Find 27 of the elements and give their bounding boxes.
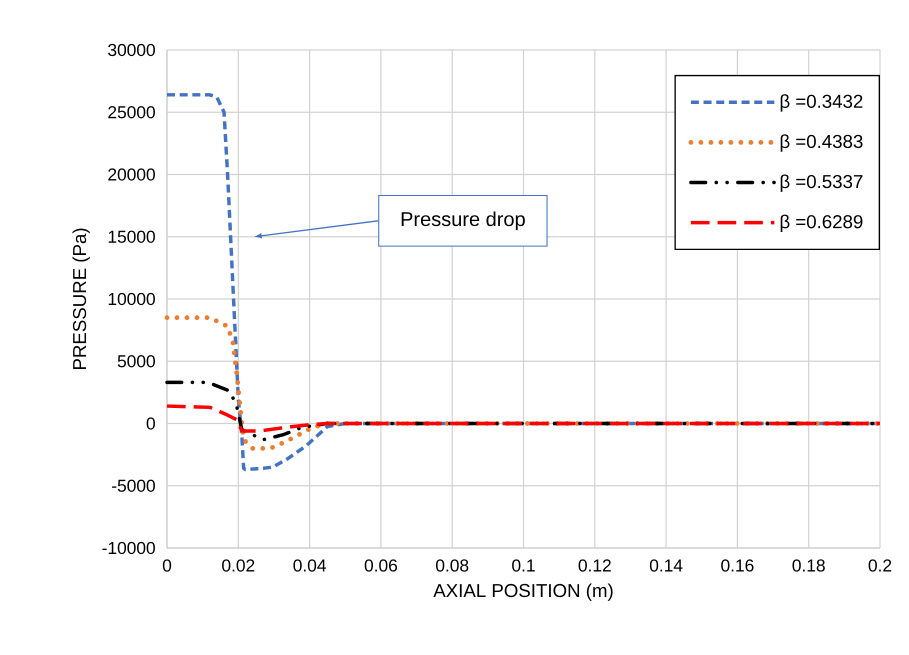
- legend-label: β =0.5337: [780, 174, 862, 192]
- x-tick-label: 0.1: [512, 559, 535, 572]
- y-tick-label: 25000: [108, 106, 155, 118]
- x-tick-label: 0.12: [578, 559, 611, 572]
- legend-label: β =0.6289: [780, 214, 862, 232]
- x-tick-label: 0.02: [222, 559, 254, 572]
- y-tick-label: 20000: [108, 168, 155, 181]
- y-tick-label: 15000: [108, 230, 155, 243]
- y-tick-label: -10000: [102, 542, 155, 554]
- x-axis-title: AXIAL POSITION (m): [433, 583, 613, 601]
- x-tick-label: 0.08: [436, 559, 468, 572]
- y-tick-label: 0: [146, 417, 155, 430]
- y-tick-label: 30000: [108, 44, 155, 56]
- annotation: Pressure drop: [402, 211, 525, 230]
- y-tick-label: 10000: [108, 292, 155, 306]
- x-tick-label: 0.04: [293, 559, 326, 572]
- legend-label: β =0.4383: [780, 134, 862, 152]
- x-tick-label: 0.14: [650, 559, 682, 572]
- y-axis-title: PRESSURE (Pa): [72, 228, 90, 370]
- x-tick-label: 0.2: [868, 559, 892, 572]
- x-tick-label: 0.06: [364, 559, 398, 572]
- x-tick-label: 0.18: [792, 559, 825, 572]
- x-tick-label: 0: [162, 559, 172, 572]
- y-tick-label: 5000: [118, 355, 155, 368]
- y-tick-label: -5000: [112, 480, 155, 492]
- x-tick-label: 0.16: [721, 559, 754, 572]
- legend-label: β =0.3432: [780, 94, 862, 112]
